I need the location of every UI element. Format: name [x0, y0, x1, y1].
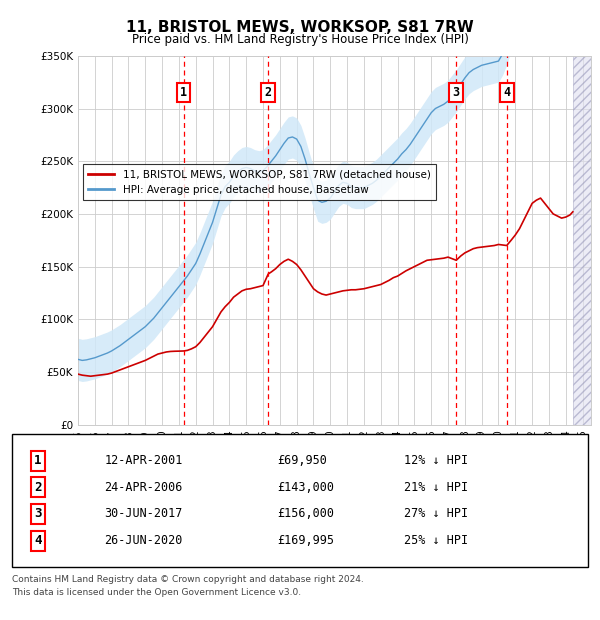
Bar [573, 56, 591, 425]
Text: 1: 1 [34, 454, 41, 467]
Text: 2: 2 [265, 86, 272, 99]
Text: 30-JUN-2017: 30-JUN-2017 [104, 508, 182, 520]
Text: £69,950: £69,950 [277, 454, 327, 467]
Text: 26-JUN-2020: 26-JUN-2020 [104, 534, 182, 547]
Text: 3: 3 [34, 508, 41, 520]
Text: 11, BRISTOL MEWS, WORKSOP, S81 7RW: 11, BRISTOL MEWS, WORKSOP, S81 7RW [126, 20, 474, 35]
Text: 21% ↓ HPI: 21% ↓ HPI [404, 481, 468, 494]
Text: 4: 4 [503, 86, 510, 99]
Text: £169,995: £169,995 [277, 534, 334, 547]
Text: 25% ↓ HPI: 25% ↓ HPI [404, 534, 468, 547]
Text: £143,000: £143,000 [277, 481, 334, 494]
Text: 1: 1 [180, 86, 187, 99]
Text: £156,000: £156,000 [277, 508, 334, 520]
Text: This data is licensed under the Open Government Licence v3.0.: This data is licensed under the Open Gov… [12, 588, 301, 597]
Text: 2: 2 [34, 481, 41, 494]
Text: Contains HM Land Registry data © Crown copyright and database right 2024.: Contains HM Land Registry data © Crown c… [12, 575, 364, 585]
Text: 24-APR-2006: 24-APR-2006 [104, 481, 182, 494]
Text: 3: 3 [453, 86, 460, 99]
Text: 27% ↓ HPI: 27% ↓ HPI [404, 508, 468, 520]
Text: 12-APR-2001: 12-APR-2001 [104, 454, 182, 467]
Legend: 11, BRISTOL MEWS, WORKSOP, S81 7RW (detached house), HPI: Average price, detache: 11, BRISTOL MEWS, WORKSOP, S81 7RW (deta… [83, 164, 436, 200]
Text: 12% ↓ HPI: 12% ↓ HPI [404, 454, 468, 467]
Text: Price paid vs. HM Land Registry's House Price Index (HPI): Price paid vs. HM Land Registry's House … [131, 33, 469, 46]
Text: 4: 4 [34, 534, 41, 547]
